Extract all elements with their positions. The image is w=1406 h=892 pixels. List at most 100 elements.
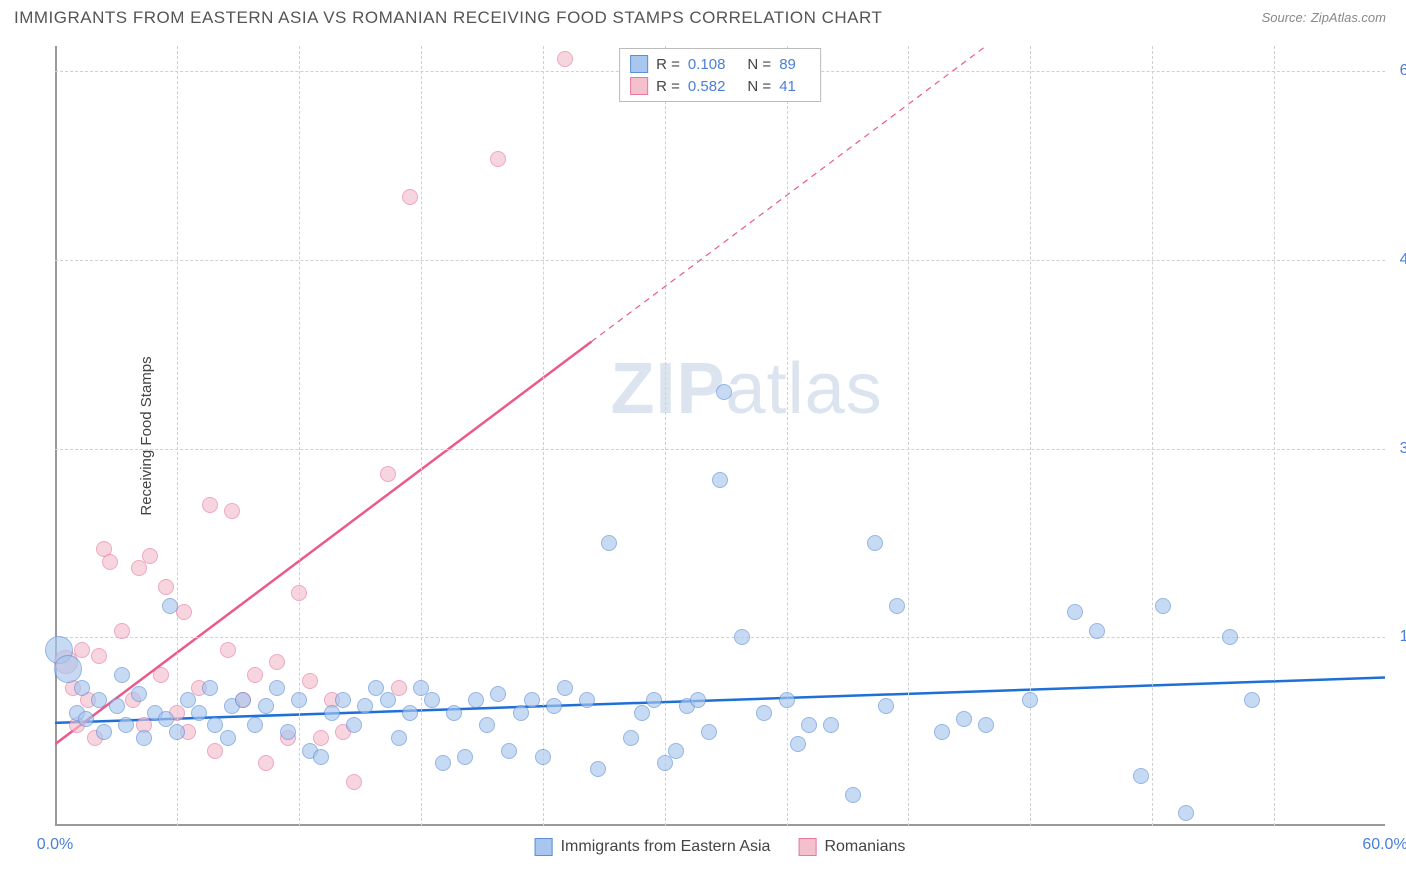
- scatter-point: [823, 717, 839, 733]
- scatter-point: [247, 717, 263, 733]
- scatter-point: [202, 497, 218, 513]
- scatter-point: [479, 717, 495, 733]
- gridline-v: [1152, 46, 1153, 826]
- scatter-point: [391, 680, 407, 696]
- plot-region: 15.0%30.0%45.0%60.0%0.0%60.0%: [55, 46, 1385, 826]
- scatter-point: [501, 743, 517, 759]
- scatter-point: [220, 642, 236, 658]
- chart-title: IMMIGRANTS FROM EASTERN ASIA VS ROMANIAN…: [14, 8, 882, 28]
- scatter-point: [280, 724, 296, 740]
- y-tick-label: 60.0%: [1400, 62, 1406, 80]
- scatter-point: [1133, 768, 1149, 784]
- scatter-point: [801, 717, 817, 733]
- scatter-point: [346, 774, 362, 790]
- r-label-1: R =: [656, 78, 680, 95]
- scatter-point: [162, 598, 178, 614]
- scatter-point: [74, 642, 90, 658]
- legend-label-0: Immigrants from Eastern Asia: [561, 838, 771, 856]
- legend-item-series-1: Romanians: [798, 838, 905, 856]
- scatter-point: [258, 698, 274, 714]
- scatter-point: [357, 698, 373, 714]
- scatter-point: [878, 698, 894, 714]
- scatter-point: [235, 692, 251, 708]
- n-value-0: 89: [779, 56, 796, 73]
- scatter-point: [701, 724, 717, 740]
- legend-swatch-series-1: [630, 77, 648, 95]
- scatter-point: [1089, 623, 1105, 639]
- scatter-point: [131, 686, 147, 702]
- y-tick-label: 30.0%: [1400, 440, 1406, 458]
- gridline-v: [1274, 46, 1275, 826]
- scatter-point: [131, 560, 147, 576]
- gridline-v: [665, 46, 666, 826]
- gridline-v: [543, 46, 544, 826]
- scatter-point: [978, 717, 994, 733]
- scatter-point: [513, 705, 529, 721]
- scatter-point: [1222, 629, 1238, 645]
- scatter-point: [657, 755, 673, 771]
- scatter-point: [1022, 692, 1038, 708]
- scatter-point: [258, 755, 274, 771]
- scatter-point: [446, 705, 462, 721]
- y-tick-label: 45.0%: [1400, 251, 1406, 269]
- scatter-point: [889, 598, 905, 614]
- scatter-point: [158, 579, 174, 595]
- scatter-point: [867, 535, 883, 551]
- legend-swatch-bottom-1: [798, 838, 816, 856]
- legend-item-series-0: Immigrants from Eastern Asia: [535, 838, 771, 856]
- source: Source: ZipAtlas.com: [1262, 9, 1386, 27]
- r-value-0: 0.108: [688, 56, 726, 73]
- scatter-point: [934, 724, 950, 740]
- n-label-1: N =: [747, 78, 771, 95]
- scatter-point: [54, 655, 82, 683]
- scatter-point: [291, 585, 307, 601]
- chart-area: Receiving Food Stamps ZIPatlas 15.0%30.0…: [55, 46, 1385, 826]
- scatter-point: [91, 692, 107, 708]
- scatter-point: [535, 749, 551, 765]
- series-legend: Immigrants from Eastern Asia Romanians: [535, 838, 906, 856]
- scatter-point: [302, 673, 318, 689]
- scatter-point: [690, 692, 706, 708]
- scatter-point: [579, 692, 595, 708]
- gridline-v: [299, 46, 300, 826]
- scatter-point: [247, 667, 263, 683]
- scatter-point: [291, 692, 307, 708]
- scatter-point: [468, 692, 484, 708]
- scatter-point: [546, 698, 562, 714]
- scatter-point: [1244, 692, 1260, 708]
- scatter-point: [557, 51, 573, 67]
- scatter-point: [490, 686, 506, 702]
- scatter-point: [191, 705, 207, 721]
- scatter-point: [524, 692, 540, 708]
- scatter-point: [269, 680, 285, 696]
- scatter-point: [790, 736, 806, 752]
- scatter-point: [716, 384, 732, 400]
- scatter-point: [118, 717, 134, 733]
- gridline-h: [55, 260, 1385, 261]
- r-label-0: R =: [656, 56, 680, 73]
- scatter-point: [313, 730, 329, 746]
- scatter-point: [142, 548, 158, 564]
- scatter-point: [114, 667, 130, 683]
- r-value-1: 0.582: [688, 78, 726, 95]
- scatter-point: [557, 680, 573, 696]
- x-tick-label: 60.0%: [1362, 836, 1406, 854]
- n-value-1: 41: [779, 78, 796, 95]
- scatter-point: [91, 648, 107, 664]
- y-tick-label: 15.0%: [1400, 628, 1406, 646]
- scatter-point: [346, 717, 362, 733]
- scatter-point: [435, 755, 451, 771]
- scatter-point: [779, 692, 795, 708]
- scatter-point: [490, 151, 506, 167]
- scatter-point: [457, 749, 473, 765]
- scatter-point: [1067, 604, 1083, 620]
- scatter-point: [668, 743, 684, 759]
- scatter-point: [96, 724, 112, 740]
- x-tick-label: 0.0%: [37, 836, 73, 854]
- scatter-point: [634, 705, 650, 721]
- regression-lines: [55, 46, 1385, 826]
- scatter-point: [756, 705, 772, 721]
- scatter-point: [402, 705, 418, 721]
- legend-row-series-0: R = 0.108 N = 89: [630, 53, 810, 75]
- scatter-point: [153, 667, 169, 683]
